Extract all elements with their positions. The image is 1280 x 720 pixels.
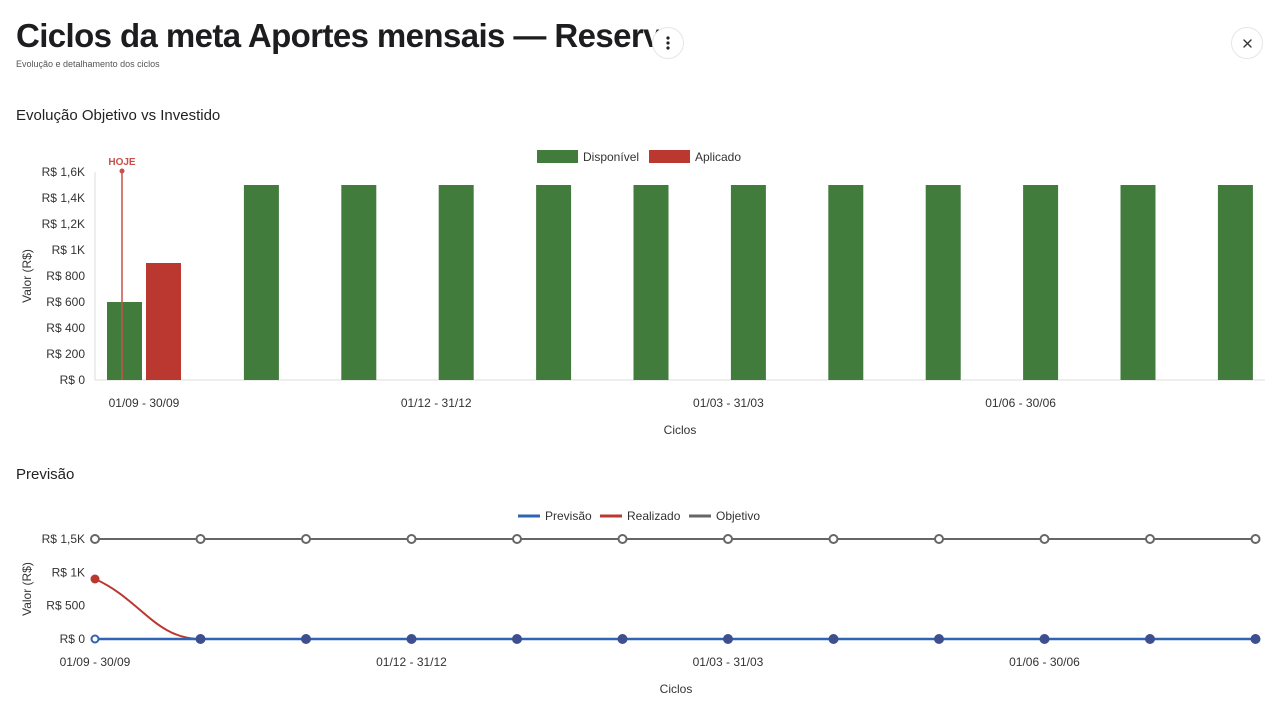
evolution-section-title: Evolução Objetivo vs Investido bbox=[16, 107, 221, 124]
bar-disponivel bbox=[1217, 185, 1253, 380]
y-axis-title: Valor (R$) bbox=[20, 249, 34, 303]
objetivo-point bbox=[406, 534, 417, 544]
bar-disponivel bbox=[730, 185, 766, 380]
x-tick-label: 01/09 - 30/09 bbox=[109, 396, 180, 410]
previsao-point bbox=[195, 634, 206, 644]
previsao-point bbox=[934, 634, 944, 644]
objetivo-point bbox=[1145, 534, 1155, 544]
y-tick-label: R$ 200 bbox=[46, 347, 85, 361]
bar-disponivel bbox=[341, 185, 377, 380]
x-tick-label: 01/03 - 31/03 bbox=[693, 396, 764, 410]
bar-disponivel bbox=[1120, 185, 1156, 380]
y-tick-label: R$ 1,2K bbox=[42, 217, 85, 231]
previsao-point bbox=[406, 634, 417, 644]
close-icon bbox=[1242, 38, 1252, 48]
x-tick-label: 01/03 - 31/03 bbox=[693, 655, 764, 669]
legend-label: Realizado bbox=[627, 509, 681, 523]
objetivo-point bbox=[617, 534, 628, 544]
objetivo-point bbox=[90, 534, 100, 544]
y-tick-label: R$ 0 bbox=[60, 373, 86, 387]
previsao-point bbox=[90, 634, 100, 644]
today-marker-dot bbox=[119, 168, 125, 174]
realizado-point bbox=[90, 574, 100, 584]
objetivo-point bbox=[723, 534, 733, 544]
x-axis-title: Ciclos bbox=[664, 423, 697, 437]
objetivo-point bbox=[1039, 534, 1050, 544]
forecast-section-title: Previsão bbox=[16, 466, 75, 483]
bar-disponivel bbox=[1023, 185, 1059, 380]
y-tick-label: R$ 0 bbox=[60, 632, 86, 646]
y-tick-label: R$ 1,5K bbox=[42, 532, 85, 546]
legend-label: Aplicado bbox=[695, 150, 741, 164]
x-tick-label: 01/06 - 30/06 bbox=[985, 396, 1056, 410]
page-title: Ciclos da meta Aportes mensais — Reserva bbox=[16, 17, 679, 54]
today-marker-label: HOJE bbox=[108, 157, 136, 168]
bar-disponivel bbox=[925, 185, 961, 380]
previsao-point bbox=[723, 634, 733, 644]
previsao-point bbox=[1145, 634, 1155, 644]
previsao-point bbox=[828, 634, 839, 644]
previsao-point bbox=[1039, 634, 1050, 644]
objetivo-point bbox=[301, 534, 311, 544]
more-options-button[interactable] bbox=[652, 27, 684, 59]
previsao-point bbox=[512, 634, 522, 644]
legend-label: Previsão bbox=[545, 509, 592, 523]
x-axis-title: Ciclos bbox=[660, 682, 693, 696]
objetivo-point bbox=[828, 534, 839, 544]
legend-swatch-disponivel bbox=[537, 150, 578, 163]
previsao-point bbox=[301, 634, 311, 644]
bar-disponivel bbox=[107, 302, 142, 380]
legend-swatch-aplicado bbox=[649, 150, 690, 163]
bar-disponivel bbox=[438, 185, 474, 380]
y-tick-label: R$ 1K bbox=[52, 565, 85, 579]
bar-disponivel bbox=[828, 185, 864, 380]
forecast-line-chart: Previsão Realizado Objetivo R$ 0 R$ 500 R$ 1K… bbox=[20, 509, 1261, 696]
page-subtitle: Evolução e detalhamento dos ciclos bbox=[16, 59, 160, 69]
y-tick-label: R$ 1,4K bbox=[42, 191, 85, 205]
evolution-bar-chart: Disponível Aplicado R$ 0 R$ 200 R$ 400 R$ 600… bbox=[20, 150, 1265, 437]
bar-disponivel bbox=[633, 185, 669, 380]
y-tick-label: R$ 400 bbox=[46, 321, 85, 335]
objetivo-point bbox=[934, 534, 944, 544]
realizado-line bbox=[94, 578, 201, 640]
y-axis-title: Valor (R$) bbox=[20, 562, 34, 616]
previsao-point bbox=[1250, 634, 1261, 644]
y-tick-label: R$ 800 bbox=[46, 269, 85, 283]
close-button[interactable] bbox=[1231, 27, 1263, 59]
x-tick-label: 01/09 - 30/09 bbox=[60, 655, 131, 669]
objetivo-point bbox=[512, 534, 522, 544]
y-tick-label: R$ 1,6K bbox=[42, 165, 85, 179]
bar-disponivel bbox=[243, 185, 279, 380]
objetivo-point bbox=[1250, 534, 1261, 544]
page-header: Ciclos da meta Aportes mensais — Reserva… bbox=[16, 14, 679, 69]
x-tick-label: 01/06 - 30/06 bbox=[1009, 655, 1080, 669]
x-tick-label: 01/12 - 31/12 bbox=[401, 396, 472, 410]
legend-label: Objetivo bbox=[716, 509, 760, 523]
more-vertical-icon bbox=[666, 36, 670, 50]
y-tick-label: R$ 500 bbox=[46, 599, 85, 613]
previsao-point bbox=[617, 634, 628, 644]
objetivo-point bbox=[195, 534, 206, 544]
bar-aplicado bbox=[146, 263, 181, 380]
y-tick-label: R$ 600 bbox=[46, 295, 85, 309]
x-tick-label: 01/12 - 31/12 bbox=[376, 655, 447, 669]
legend-label: Disponível bbox=[583, 150, 639, 164]
bar-disponivel bbox=[536, 185, 572, 380]
y-tick-label: R$ 1K bbox=[52, 243, 85, 257]
